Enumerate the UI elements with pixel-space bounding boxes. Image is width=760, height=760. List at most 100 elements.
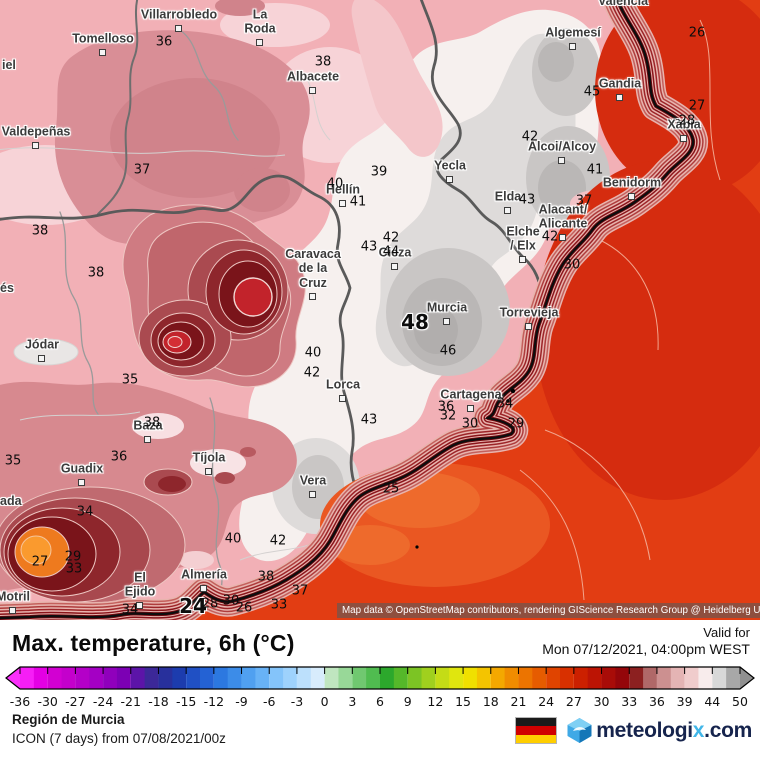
city-label: Yecla (434, 158, 466, 173)
city-marker-icon (256, 39, 263, 46)
weather-map: Villarrobledo Tomelloso La Roda Albacete Val… (0, 0, 760, 620)
svg-text:27: 27 (566, 694, 582, 709)
temperature-value: 36 (437, 399, 455, 415)
city-marker-icon (205, 468, 212, 475)
svg-text:39: 39 (677, 694, 693, 709)
city-marker-icon (339, 200, 346, 207)
city-label: Villarrobledo (140, 7, 218, 22)
city-marker-icon (559, 234, 566, 241)
temperature-value: 42 (541, 229, 559, 245)
temperature-value: 30 (563, 257, 581, 273)
temperature-value: 26 (688, 25, 706, 41)
city-label: Hellín (325, 182, 361, 197)
city-marker-icon (680, 135, 687, 142)
temperature-value: 42 (521, 129, 539, 145)
temperature-value: 36 (155, 34, 173, 50)
city-marker-icon (616, 94, 623, 101)
temperature-value: 27 (31, 554, 49, 570)
svg-text:-9: -9 (235, 694, 248, 709)
map-title: Max. temperature, 6h (°C) (12, 630, 295, 656)
city-marker-icon (467, 405, 474, 412)
city-label: Elda (494, 189, 522, 204)
temperature-value: 38 (314, 54, 332, 70)
city-label: Alcoi/Alcoy (527, 139, 597, 154)
temperature-value: 26 (235, 600, 253, 616)
temperature-value: 30 (222, 593, 240, 609)
city-marker-icon (309, 293, 316, 300)
temperature-value: 29 (507, 416, 525, 432)
temperature-value: 34 (76, 504, 94, 520)
temperature-value: 41 (586, 162, 604, 178)
svg-text:33: 33 (621, 694, 637, 709)
temperature-value: 46 (439, 343, 457, 359)
city-label: La Roda (244, 7, 276, 36)
city-label: Gandia (598, 76, 642, 91)
temperature-extreme-value: 48 (401, 310, 429, 334)
temperature-value: 43 (360, 412, 378, 428)
city-marker-icon (200, 585, 207, 592)
temperature-value: 39 (370, 164, 388, 180)
city-label: Alacant/ Alicante (538, 202, 588, 231)
temperature-value: 42 (382, 230, 400, 246)
city-marker-icon (443, 318, 450, 325)
model-run-label: ICON (7 days) from 07/08/2021/00z (12, 731, 226, 746)
temperature-value: 25 (382, 481, 400, 497)
valid-time-block: Valid for Mon 07/12/2021, 04:00pm WEST (542, 625, 750, 657)
city-label: Tomelloso (72, 31, 134, 46)
temperature-value: 41 (349, 194, 367, 210)
city-label: Motril (0, 589, 31, 604)
city-label: Benidorm (602, 175, 662, 190)
temperature-value: 35 (4, 453, 22, 469)
temperature-value: 43 (360, 239, 378, 255)
city-label-fragment: és (0, 281, 14, 295)
color-scale-svg: -36 -30 -27 -24 -21 -18 -15 -12 -9 -6 -3 0 3 6 9 12 15 18… (5, 666, 755, 709)
svg-text:30: 30 (594, 694, 610, 709)
brand-block[interactable]: meteologix.com (515, 717, 752, 744)
svg-text:0: 0 (321, 694, 329, 709)
city-marker-icon (78, 479, 85, 486)
city-marker-icon (519, 256, 526, 263)
city-marker-icon (628, 193, 635, 200)
valid-time: Mon 07/12/2021, 04:00pm WEST (542, 641, 750, 657)
city-label: El Ejido (124, 570, 156, 599)
svg-text:36: 36 (649, 694, 665, 709)
german-flag-icon (515, 717, 558, 744)
city-marker-icon (309, 87, 316, 94)
meteologix-logo[interactable]: meteologix.com (566, 717, 752, 744)
svg-text:-36: -36 (10, 694, 30, 709)
city-label: Torrevieja (499, 305, 559, 320)
city-label: Elche / Elx (506, 224, 540, 253)
svg-text:-15: -15 (176, 694, 196, 709)
temperature-value: 35 (121, 372, 139, 388)
temperature-value: 33 (270, 597, 288, 613)
temperature-value: 28 (678, 113, 696, 129)
svg-text:12: 12 (427, 694, 443, 709)
temperature-extreme-value: 24 (179, 594, 207, 618)
svg-text:-24: -24 (93, 694, 113, 709)
islets (415, 388, 516, 549)
temperature-value: 30 (461, 416, 479, 432)
temperature-value: 36 (110, 449, 128, 465)
temperature-value: 43 (518, 192, 536, 208)
temperature-value: 38 (87, 265, 105, 281)
temperature-value: 34 (496, 396, 514, 412)
temperature-value: 37 (291, 583, 309, 599)
temperature-value: 40 (224, 531, 242, 547)
temperature-value: 29 (64, 549, 82, 565)
city-marker-icon (339, 395, 346, 402)
color-scale-legend: -36 -30 -27 -24 -21 -18 -15 -12 -9 -6 -3 0 3 6 9 12 15 18… (4, 666, 756, 712)
city-marker-icon (175, 25, 182, 32)
city-marker-icon (391, 263, 398, 270)
temperature-field-svg (0, 0, 760, 620)
city-marker-icon (136, 602, 143, 609)
temperature-value: 38 (31, 223, 49, 239)
city-label: Guadix (60, 461, 104, 476)
temperature-value: 42 (303, 365, 321, 381)
region-label: Región de Murcia (12, 712, 125, 727)
temperature-value: 37 (133, 162, 151, 178)
city-label: Jódar (24, 337, 60, 352)
city-label: Algemesí (545, 25, 601, 40)
city-label: Cartagena (440, 387, 502, 402)
svg-text:-6: -6 (263, 694, 276, 709)
